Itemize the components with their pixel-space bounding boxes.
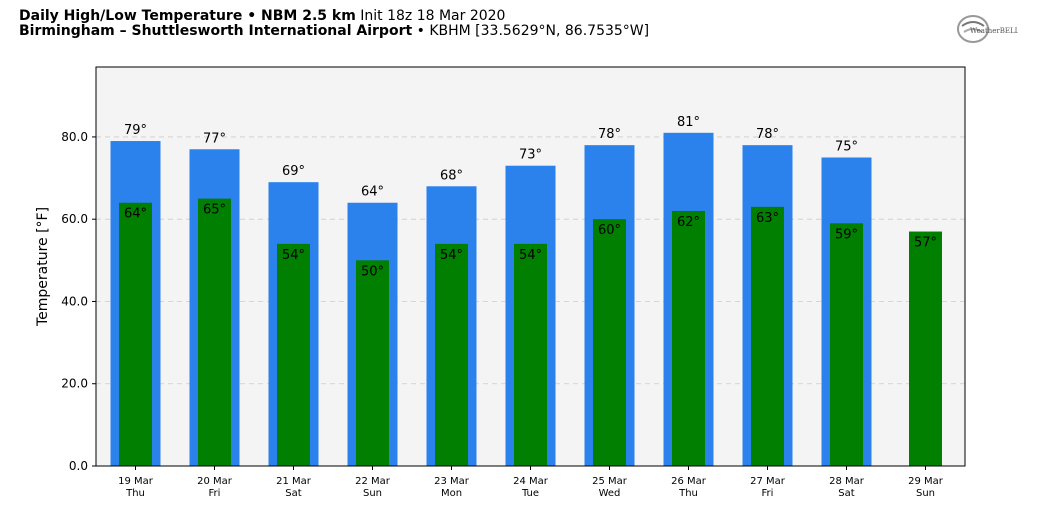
x-tick-date: 20 Mar xyxy=(197,476,233,487)
low-temp-bar xyxy=(119,202,152,467)
high-temp-label: 75° xyxy=(835,139,858,154)
low-temp-label: 62° xyxy=(677,215,700,230)
low-temp-bar xyxy=(909,231,942,466)
high-temp-label: 64° xyxy=(361,185,384,200)
x-tick-date: 23 Mar xyxy=(434,476,470,487)
x-tick-date: 27 Mar xyxy=(750,476,786,487)
low-temp-label: 64° xyxy=(124,207,147,222)
plot-frame xyxy=(95,66,966,467)
low-temp-label: 59° xyxy=(835,227,858,242)
x-tick-day: Fri xyxy=(209,488,221,499)
high-temp-label: 77° xyxy=(203,131,226,146)
y-tick-label: 60.0 xyxy=(61,212,88,226)
low-temp-label: 65° xyxy=(203,203,226,218)
low-temp-bar xyxy=(593,219,626,466)
title-init: Init 18z 18 Mar 2020 xyxy=(360,8,506,24)
high-temp-label: 79° xyxy=(124,123,147,138)
low-temp-bar xyxy=(751,206,784,467)
chart-subtitle: Birmingham – Shuttlesworth International… xyxy=(19,23,649,39)
x-tick-day: Thu xyxy=(678,488,698,499)
y-axis-label: Temperature [°F] xyxy=(35,207,51,327)
x-tick-date: 19 Mar xyxy=(118,476,154,487)
title-main: Daily High/Low Temperature • NBM 2.5 km xyxy=(19,8,356,24)
low-temp-label: 54° xyxy=(282,248,305,263)
high-temp-label: 81° xyxy=(677,115,700,130)
x-tick-day: Thu xyxy=(125,488,145,499)
x-tick-date: 29 Mar xyxy=(908,476,944,487)
y-tick-label: 80.0 xyxy=(61,130,88,144)
x-tick-day: Mon xyxy=(441,488,462,499)
x-tick-date: 26 Mar xyxy=(671,476,707,487)
low-temp-label: 57° xyxy=(914,236,937,251)
x-tick-day: Wed xyxy=(599,488,621,499)
high-temp-label: 69° xyxy=(282,164,305,179)
x-tick-date: 21 Mar xyxy=(276,476,312,487)
weatherbell-logo-icon: WeatherBELL xyxy=(957,15,1018,43)
x-tick-date: 24 Mar xyxy=(513,476,549,487)
location-name: Birmingham – Shuttlesworth International… xyxy=(19,23,413,39)
low-temp-bar xyxy=(672,210,705,466)
low-temp-label: 63° xyxy=(756,211,779,226)
x-tick-day: Sun xyxy=(363,488,382,499)
y-tick-label: 40.0 xyxy=(61,294,88,308)
low-temp-label: 54° xyxy=(519,248,542,263)
high-temp-label: 78° xyxy=(756,127,779,142)
y-tick-label: 0.0 xyxy=(69,459,88,473)
low-temp-bar xyxy=(514,243,547,466)
low-temp-bar xyxy=(356,260,389,466)
y-tick-label: 20.0 xyxy=(61,377,88,391)
x-tick-day: Sat xyxy=(285,488,301,499)
high-temp-label: 68° xyxy=(440,168,463,183)
low-temp-bar xyxy=(198,198,231,467)
x-tick-day: Sun xyxy=(916,488,935,499)
x-tick-day: Tue xyxy=(521,488,539,499)
high-temp-label: 78° xyxy=(598,127,621,142)
x-tick-date: 28 Mar xyxy=(829,476,865,487)
x-tick-date: 25 Mar xyxy=(592,476,628,487)
low-temp-bar xyxy=(277,243,310,466)
low-temp-label: 60° xyxy=(598,223,621,238)
low-temp-label: 50° xyxy=(361,264,384,279)
low-temp-bar xyxy=(435,243,468,466)
x-tick-day: Fri xyxy=(762,488,774,499)
chart-title: Daily High/Low Temperature • NBM 2.5 km … xyxy=(19,8,505,24)
location-coords: • KBHM [33.5629°N, 86.7535°W] xyxy=(416,23,650,39)
low-temp-label: 54° xyxy=(440,248,463,263)
high-temp-label: 73° xyxy=(519,148,542,163)
low-temp-bar xyxy=(830,223,863,466)
x-tick-date: 22 Mar xyxy=(355,476,391,487)
logo-text: WeatherBELL xyxy=(970,27,1018,35)
x-tick-day: Sat xyxy=(838,488,854,499)
